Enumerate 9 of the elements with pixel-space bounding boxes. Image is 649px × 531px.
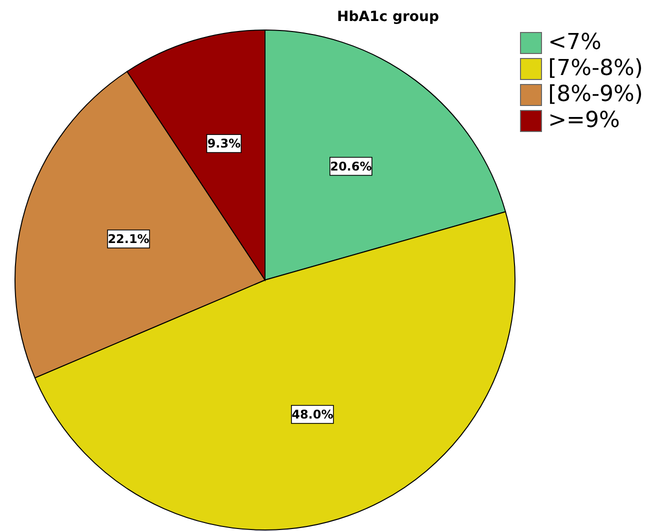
- legend-label: [8%-9%): [548, 82, 643, 108]
- data-label: 22.1%: [108, 232, 150, 246]
- data-label: 9.3%: [207, 136, 241, 151]
- legend-label: >=9%: [548, 108, 620, 134]
- data-label: 20.6%: [330, 159, 372, 174]
- chart-title: HbA1c group: [336, 9, 440, 25]
- legend-label: <7%: [548, 30, 602, 56]
- legend-label: [7%-8%): [548, 56, 643, 82]
- data-label: 48.0%: [292, 407, 334, 422]
